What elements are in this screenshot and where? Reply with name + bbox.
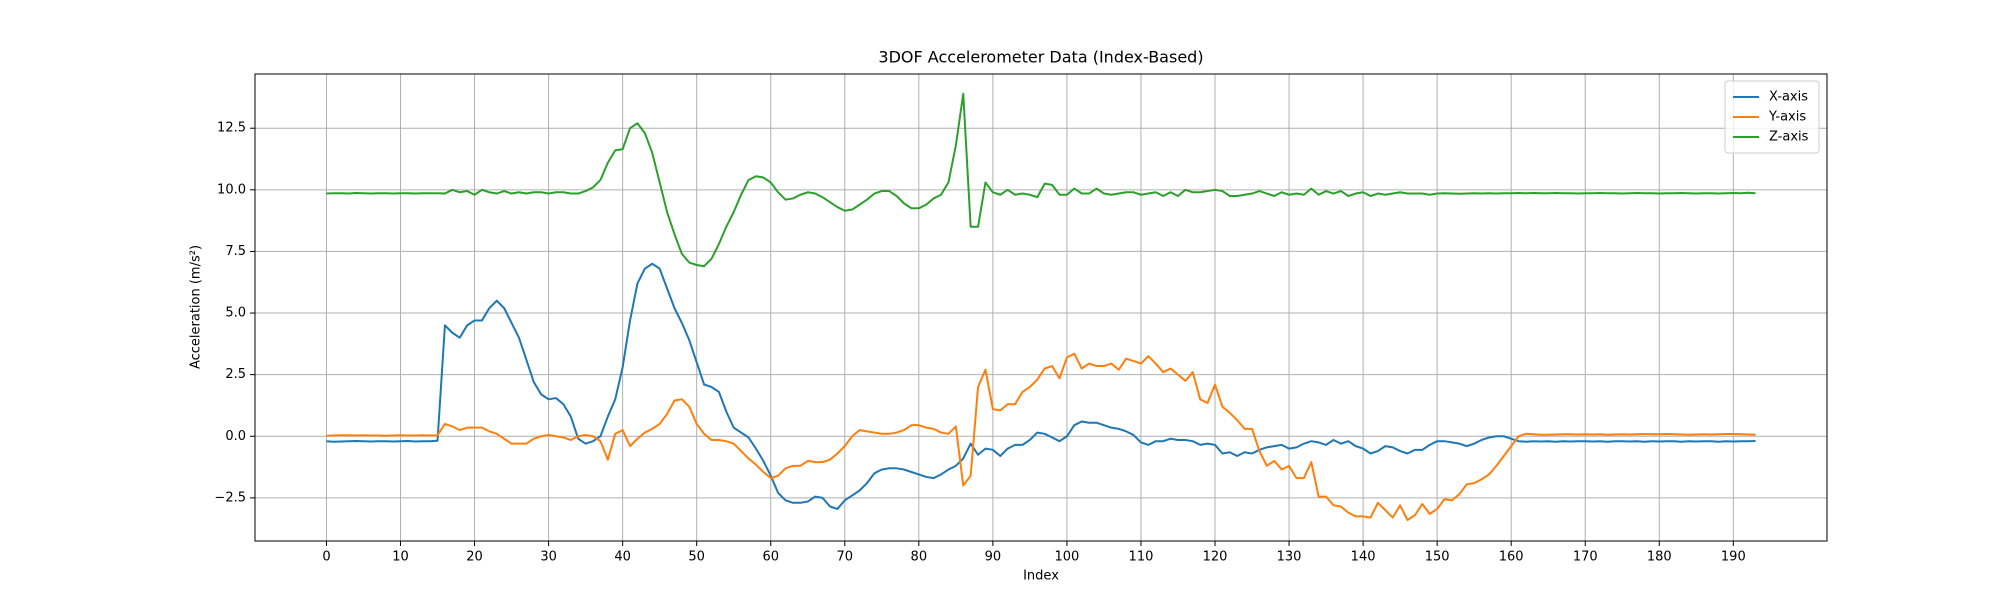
y-tick-label: 0.0 (225, 429, 246, 444)
chart-title: 3DOF Accelerometer Data (Index-Based) (878, 48, 1203, 67)
y-tick-label: 2.5 (225, 367, 246, 382)
x-tick-label: 60 (762, 550, 779, 565)
legend-label: X-axis (1769, 90, 1808, 105)
x-tick-label: 50 (688, 550, 705, 565)
x-tick-label: 150 (1425, 550, 1450, 565)
x-tick-label: 160 (1499, 550, 1524, 565)
x-tick-label: 140 (1351, 550, 1376, 565)
x-tick-label: 170 (1573, 550, 1598, 565)
data-line (326, 352, 1756, 522)
x-axis-label: Index (1023, 569, 1059, 584)
x-tick-label: 180 (1647, 550, 1672, 565)
x-tick-label: 120 (1203, 550, 1228, 565)
data-line (326, 262, 1756, 510)
plot-frame (254, 73, 1828, 542)
legend-label: Z-axis (1769, 130, 1809, 145)
y-axis-label: Acceleration (m/s²) (189, 245, 204, 369)
x-tick-label: 40 (614, 550, 631, 565)
legend-box (1724, 80, 1820, 154)
x-tick-label: 190 (1721, 550, 1746, 565)
y-tick-label: 10.0 (217, 182, 246, 197)
x-tick-label: 10 (392, 550, 409, 565)
data-line (326, 92, 1756, 268)
y-tick-label: −2.5 (214, 490, 246, 505)
x-tick-label: 90 (985, 550, 1002, 565)
x-tick-label: 130 (1277, 550, 1302, 565)
x-tick-label: 110 (1129, 550, 1154, 565)
x-tick-label: 20 (466, 550, 483, 565)
x-tick-label: 0 (322, 550, 330, 565)
y-tick-label: 5.0 (225, 306, 246, 321)
y-tick-label: 7.5 (225, 244, 246, 259)
y-tick-label: 12.5 (217, 121, 246, 136)
x-tick-label: 100 (1055, 550, 1080, 565)
legend: X-axis Y-axis Z-axis (1724, 80, 1820, 154)
x-tick-label: 30 (540, 550, 557, 565)
x-tick-label: 80 (911, 550, 928, 565)
x-tick-label: 70 (837, 550, 854, 565)
legend-label: Y-axis (1768, 110, 1806, 125)
